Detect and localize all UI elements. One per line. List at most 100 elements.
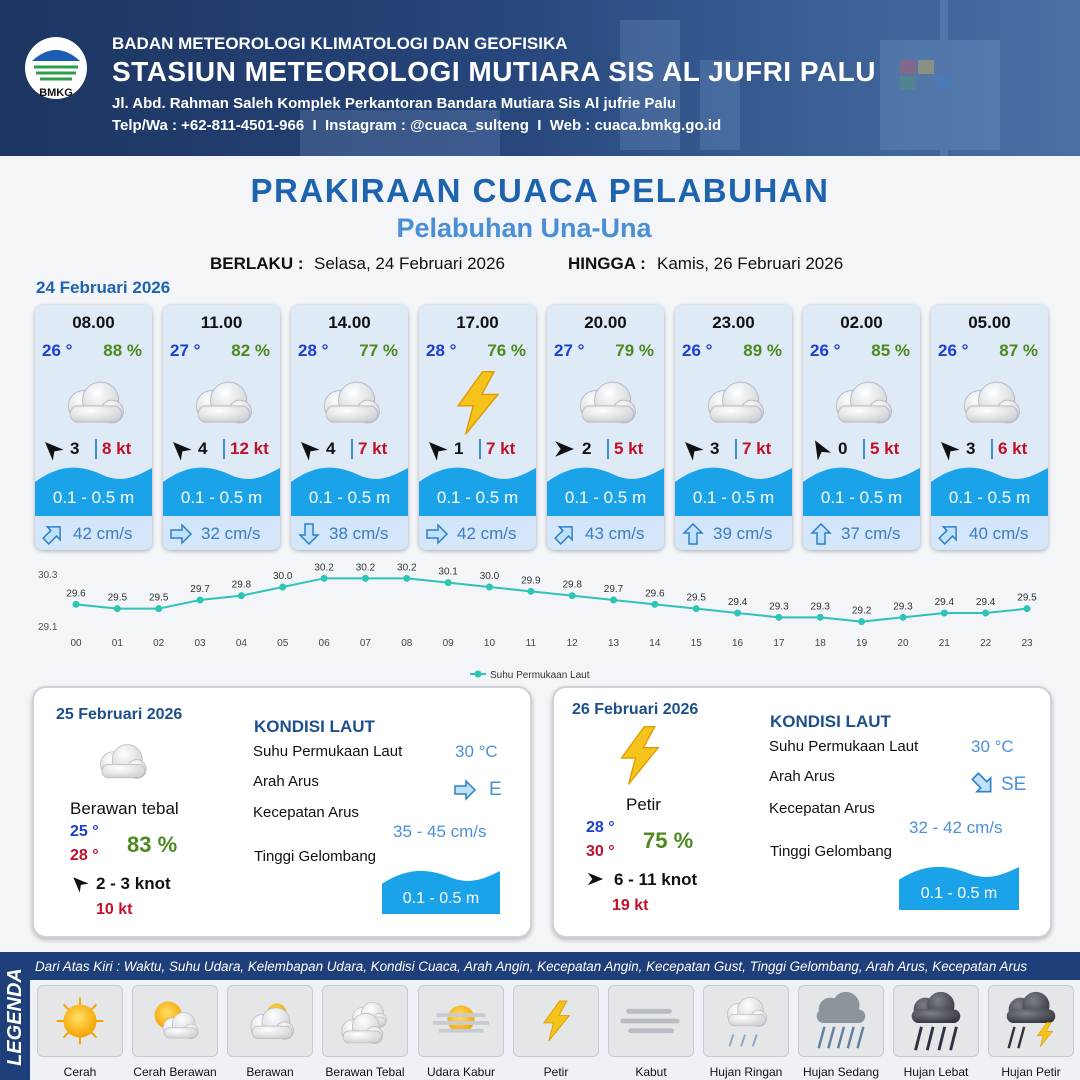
- x-tick-label: 07: [360, 638, 372, 649]
- legend-desc-bar: [30, 952, 1080, 980]
- wind-speed: 1: [454, 439, 464, 458]
- wind-speed: 3: [966, 439, 976, 458]
- forecast-card: 20.00 27 ° 79 % 2 5 kt 0.1 - 0.5 m 43 cm/s: [547, 305, 664, 550]
- weather-icon: [707, 381, 764, 424]
- wind-speed: 3: [70, 439, 80, 458]
- forecast-card: 14.00 28 ° 77 % 4 7 kt 0.1 - 0.5 m 38 cm/s: [291, 305, 408, 550]
- legend-marker: [474, 670, 482, 678]
- x-tick-label: 10: [484, 638, 496, 649]
- current-arrow: [454, 780, 476, 800]
- x-tick-label: 19: [856, 638, 868, 649]
- sst-point: [527, 587, 535, 595]
- x-tick-label: 20: [897, 638, 909, 649]
- value-label: 29.5: [108, 593, 128, 604]
- current-row: 42 cm/s: [419, 516, 536, 550]
- sst-point: [485, 583, 493, 591]
- sst-point: [237, 592, 245, 600]
- wind-arrow: [555, 441, 574, 457]
- current-speed: 38 cm/s: [329, 524, 389, 543]
- legend-icon: [893, 985, 979, 1057]
- title: PRAKIRAAN CUACA PELABUHAN: [250, 172, 830, 209]
- x-tick-label: 09: [443, 638, 455, 649]
- current-row: 37 cm/s: [803, 516, 920, 550]
- sst-point: [155, 605, 163, 613]
- legend-item: Petir: [513, 985, 599, 1080]
- current-row: 43 cm/s: [547, 516, 664, 550]
- value-label: 30.0: [273, 571, 293, 582]
- legend-label: Hujan Sedang: [802, 1065, 880, 1079]
- forecast-card: 08.00 26 ° 88 % 3 8 kt 0.1 - 0.5 m 42 cm/s: [35, 305, 152, 550]
- value-label: 30.0: [480, 571, 500, 582]
- legend-item: Hujan Ringan: [703, 985, 789, 1080]
- weather-icon: [100, 744, 147, 779]
- current-row: 40 cm/s: [931, 516, 1048, 550]
- legend-icon: [322, 985, 408, 1057]
- current-row: 38 cm/s: [291, 516, 408, 550]
- time: 14.00: [328, 313, 371, 332]
- day-date: 26 Februari 2026: [572, 701, 699, 718]
- humidity: 83 %: [127, 832, 178, 857]
- legend-icon: [227, 985, 313, 1057]
- time: 05.00: [968, 313, 1011, 332]
- sst-point: [982, 609, 990, 617]
- day-panel: 25 Februari 2026 Berawan tebal 25 ° 28 °…: [32, 686, 532, 938]
- wave-height: 0.1 - 0.5 m: [820, 488, 903, 507]
- sst-point: [403, 574, 411, 582]
- x-tick-label: 08: [401, 638, 413, 649]
- value-label: 29.5: [686, 593, 706, 604]
- sst-point: [816, 613, 824, 621]
- weather-icon: [323, 381, 380, 424]
- legend-label: Berawan Tebal: [325, 1065, 405, 1079]
- sst-point: [1023, 605, 1031, 613]
- x-tick-label: 03: [194, 638, 206, 649]
- current-arrow: [934, 519, 964, 549]
- temperature: 28 °: [298, 341, 329, 360]
- wave-height: 0.1 - 0.5 m: [436, 488, 519, 507]
- current-row: 39 cm/s: [675, 516, 792, 550]
- current-arrow: [38, 519, 68, 549]
- current-arrow: [811, 523, 831, 545]
- legend-icon: [988, 985, 1074, 1057]
- temperature: 28 °: [426, 341, 457, 360]
- legend-label: Cerah: [63, 1065, 97, 1079]
- current-speed: 39 cm/s: [713, 524, 773, 543]
- current-dir-label: Arah Arus: [253, 773, 319, 790]
- x-tick-label: 22: [980, 638, 992, 649]
- current-arrow: [683, 523, 703, 545]
- x-tick-label: 14: [649, 638, 661, 649]
- agency: BADAN METEOROLOGI KLIMATOLOGI DAN GEOFIS…: [112, 34, 568, 53]
- x-tick-label: 23: [1021, 638, 1033, 649]
- x-tick-label: 12: [567, 638, 579, 649]
- weather-icon: [457, 370, 499, 436]
- sst-point: [775, 613, 783, 621]
- legend-label: Suhu Permukaan Laut: [490, 670, 590, 681]
- wave-height: 0.1 - 0.5 m: [692, 488, 775, 507]
- value-label: 29.9: [521, 575, 541, 586]
- sst-point: [610, 596, 618, 604]
- x-tick-label: 13: [608, 638, 620, 649]
- x-tick-label: 16: [732, 638, 744, 649]
- logo: BMKG: [25, 37, 87, 99]
- legend-icon: [37, 985, 123, 1057]
- value-label: 30.2: [397, 562, 417, 573]
- sst-value: 30 °C: [971, 737, 1014, 756]
- header: BMKG BADAN METEOROLOGI KLIMATOLOGI DAN G…: [0, 0, 1080, 156]
- weather-icon: [963, 381, 1020, 424]
- day-condition: Petir: [626, 795, 661, 814]
- sst-chart: 29.1 30.3 00 01 02 03 04 05 06 07 08 09 10 11 12 13 14 15…: [38, 562, 1037, 681]
- wind-speed: 4: [326, 439, 336, 458]
- x-tick-label: 04: [236, 638, 248, 649]
- day-date: 25 Februari 2026: [56, 706, 183, 723]
- current-speed-label: Kecepatan Arus: [769, 800, 875, 817]
- current-arrow: [967, 768, 999, 800]
- value-label: 29.8: [562, 580, 582, 591]
- legend-item: Hujan Sedang: [798, 985, 884, 1080]
- temp-max: 28 °: [70, 847, 99, 864]
- time: 17.00: [456, 313, 499, 332]
- sst-point: [692, 605, 700, 613]
- wave-height: 0.1 - 0.5 m: [180, 488, 263, 507]
- subtitle: Pelabuhan Una-Una: [396, 213, 652, 243]
- humidity: 75 %: [643, 828, 694, 853]
- legend-item: Udara Kabur: [418, 985, 504, 1080]
